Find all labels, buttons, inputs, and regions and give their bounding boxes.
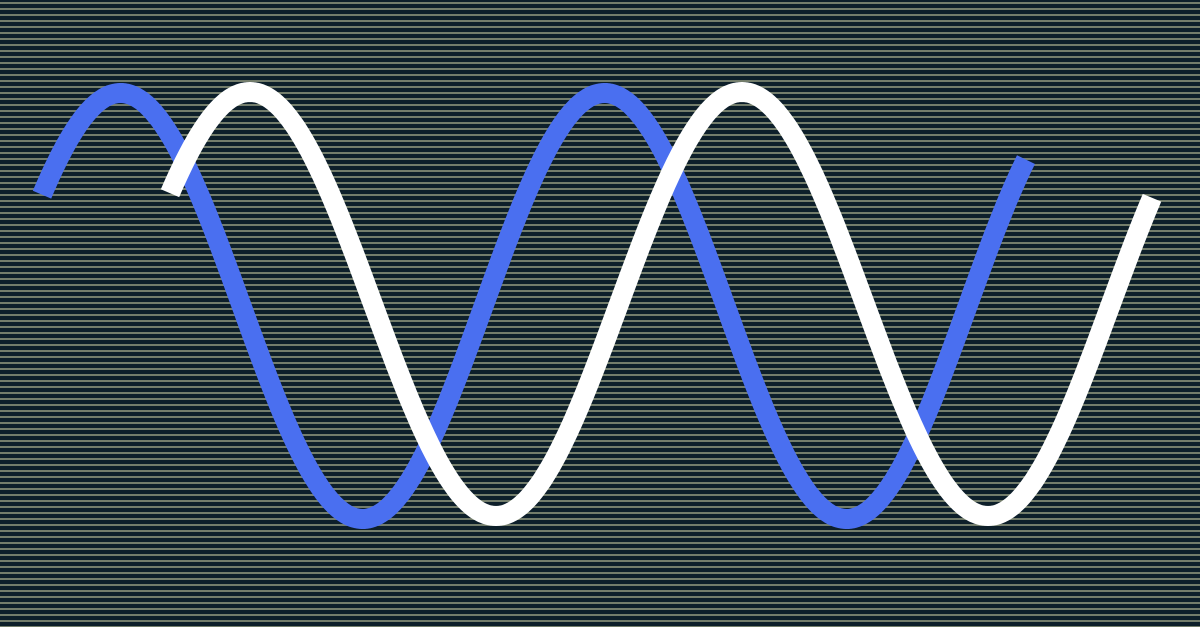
blue-sine-wave — [32, 83, 1035, 529]
waves-layer — [32, 82, 1162, 529]
white-sine-wave — [160, 82, 1162, 526]
